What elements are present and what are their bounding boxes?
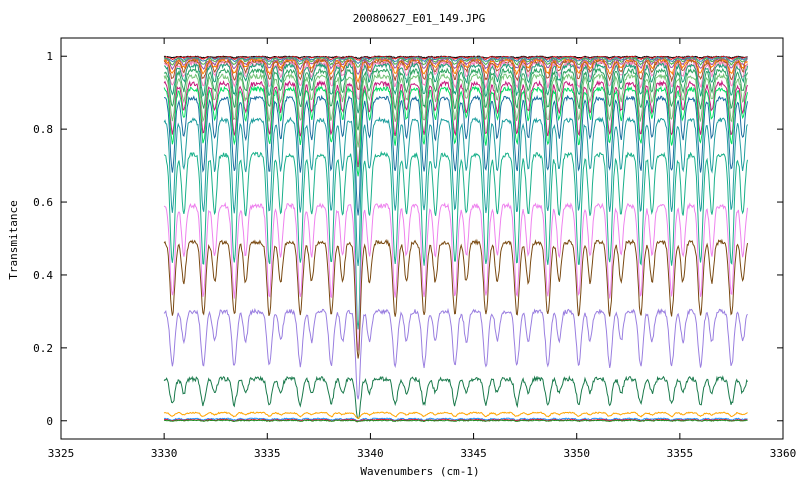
x-tick-label: 3355 [667, 447, 694, 460]
chart-title: 20080627_E01_149.JPG [353, 12, 485, 25]
y-tick-label: 0.6 [33, 196, 53, 209]
series-line [163, 94, 748, 216]
x-tick-label: 3345 [460, 447, 487, 460]
y-axis-label: Transmitance [7, 200, 20, 279]
series-line [164, 55, 748, 61]
series-line [163, 57, 748, 84]
series-line [163, 67, 748, 131]
plot-frame [60, 37, 784, 440]
series-line [163, 85, 748, 177]
series-layer [163, 55, 748, 423]
series-line [163, 79, 748, 168]
series-line [163, 307, 748, 400]
x-tick-label: 3330 [151, 447, 178, 460]
y-tick-label: 0.4 [33, 269, 53, 282]
series-line [163, 61, 748, 114]
series-line [163, 419, 748, 423]
series-line [163, 238, 748, 359]
y-axis: 0 0.2 0.4 0.6 0.8 1 [33, 50, 783, 428]
series-line [163, 411, 748, 420]
x-tick-label: 3340 [357, 447, 384, 460]
x-axis-label: Wavenumbers (cm-1) [360, 465, 479, 478]
x-tick-label: 3325 [48, 447, 75, 460]
x-tick-label: 3360 [770, 447, 797, 460]
series-line [163, 375, 748, 420]
series-line [163, 201, 748, 351]
x-tick-label: 3350 [563, 447, 590, 460]
x-axis: 3325 3330 3335 3340 3345 3350 3355 3360 [48, 38, 797, 460]
series-line [163, 417, 748, 422]
series-line [163, 72, 748, 148]
y-tick-label: 0 [46, 415, 53, 428]
series-line [163, 150, 748, 330]
series-line [163, 116, 748, 267]
series-line [163, 59, 748, 101]
y-tick-label: 0.8 [33, 123, 53, 136]
y-tick-label: 1 [46, 50, 53, 63]
x-tick-label: 3335 [254, 447, 281, 460]
series-line [163, 56, 748, 68]
y-tick-label: 0.2 [33, 342, 53, 355]
